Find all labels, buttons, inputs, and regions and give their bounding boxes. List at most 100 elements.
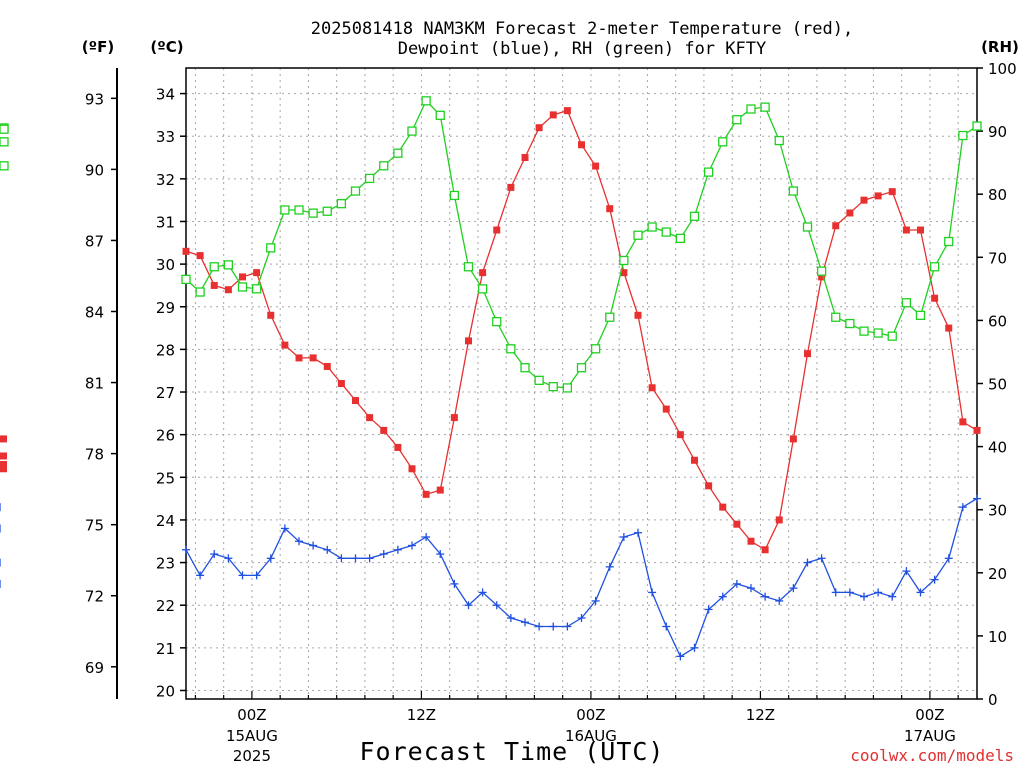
data-point — [322, 206, 332, 216]
grid-lines — [186, 68, 977, 699]
data-point — [929, 262, 940, 272]
data-point — [182, 247, 190, 255]
celsius-tick-label: 25 — [156, 469, 175, 487]
data-point — [492, 317, 502, 327]
celsius-tick-label: 21 — [156, 640, 175, 658]
celsius-tick-label: 30 — [156, 256, 175, 274]
data-point — [705, 482, 713, 490]
tick-labels: 20 21 22 23 24 25 26 27 28 29 30 31 32 33 34 69 72 75 78 81… — [85, 60, 1017, 765]
data-point — [435, 110, 445, 120]
data-point — [493, 226, 501, 234]
data-point — [521, 154, 529, 162]
data-point — [931, 294, 939, 302]
data-point — [520, 363, 530, 373]
data-point — [352, 397, 359, 405]
data-point — [648, 588, 657, 597]
data-point — [0, 465, 7, 473]
data-point — [959, 418, 967, 426]
credit-text: coolwx.com/models — [850, 746, 1014, 765]
fahrenheit-tick-label: 78 — [85, 446, 104, 464]
data-point — [902, 226, 910, 234]
data-point — [774, 135, 784, 146]
data-point — [407, 126, 417, 136]
fahrenheit-tick-label: 75 — [85, 517, 104, 535]
data-point — [463, 262, 474, 272]
data-point — [803, 558, 812, 567]
data-point — [548, 382, 558, 392]
data-point — [535, 124, 543, 132]
data-point — [859, 326, 869, 336]
x-tick-label: 12Z — [746, 706, 775, 724]
data-point — [365, 554, 374, 563]
data-point — [393, 545, 402, 554]
data-point — [703, 167, 714, 177]
data-point — [521, 618, 529, 627]
data-point — [901, 298, 912, 308]
data-point — [492, 601, 501, 610]
data-point — [266, 243, 276, 253]
data-point — [973, 494, 981, 503]
data-point — [251, 284, 262, 294]
data-point — [350, 186, 361, 196]
data-point — [605, 562, 614, 571]
fahrenheit-tick-label: 69 — [85, 659, 104, 677]
fahrenheit-tick-label: 93 — [85, 90, 104, 108]
data-point — [0, 161, 9, 171]
x-tick-date: 15AUG — [226, 727, 278, 745]
data-point — [239, 273, 246, 281]
data-point — [690, 643, 699, 652]
data-point — [874, 192, 882, 200]
celsius-tick-label: 34 — [156, 86, 175, 104]
data-point — [578, 141, 585, 149]
celsius-tick-label: 23 — [156, 555, 175, 573]
data-point — [506, 344, 516, 354]
celsius-tick-label: 27 — [156, 384, 175, 402]
x-tick-label: 12Z — [407, 706, 436, 724]
data-point — [592, 162, 600, 170]
data-point — [675, 233, 686, 244]
data-point — [945, 324, 953, 332]
data-point — [733, 520, 741, 528]
celsius-tick-label: 26 — [156, 427, 175, 445]
celsius-tick-label: 20 — [156, 682, 175, 700]
chart-title-line2: Dewpoint (blue), RH (green) for KFTY — [398, 39, 766, 59]
data-point — [930, 575, 939, 584]
data-point — [295, 537, 303, 546]
data-point — [478, 588, 487, 597]
data-point — [577, 613, 586, 622]
data-point — [549, 111, 557, 119]
data-point — [845, 318, 855, 329]
series-2-meter-temperature — [0, 107, 981, 554]
data-point — [210, 281, 218, 289]
data-point — [0, 461, 7, 469]
data-point — [181, 274, 191, 285]
data-point — [761, 546, 769, 554]
data-point — [351, 554, 360, 563]
data-point — [605, 312, 615, 322]
data-point — [436, 486, 444, 494]
data-point — [760, 102, 770, 112]
data-point — [591, 596, 600, 605]
data-point — [295, 354, 303, 362]
data-point — [831, 312, 841, 322]
celsius-tick-label: 28 — [156, 341, 175, 359]
data-point — [309, 354, 317, 362]
x-tick-label: 00Z — [915, 706, 944, 724]
data-point — [393, 148, 403, 158]
data-point — [619, 255, 629, 266]
data-point — [281, 341, 289, 349]
data-point — [916, 588, 925, 597]
data-point — [308, 208, 318, 218]
data-point — [689, 211, 700, 221]
data-point — [576, 363, 587, 373]
data-point — [789, 584, 798, 593]
data-point — [747, 537, 755, 545]
rh-axis-unit: (RH) — [981, 38, 1019, 56]
rh-tick-label: 0 — [988, 691, 998, 709]
chart-title-line1: 2025081418 NAM3KM Forecast 2-meter Tempe… — [311, 19, 853, 39]
data-point — [0, 452, 7, 460]
celsius-tick-label: 24 — [156, 512, 175, 530]
rh-tick-label: 30 — [988, 502, 1007, 520]
data-point — [746, 104, 756, 114]
